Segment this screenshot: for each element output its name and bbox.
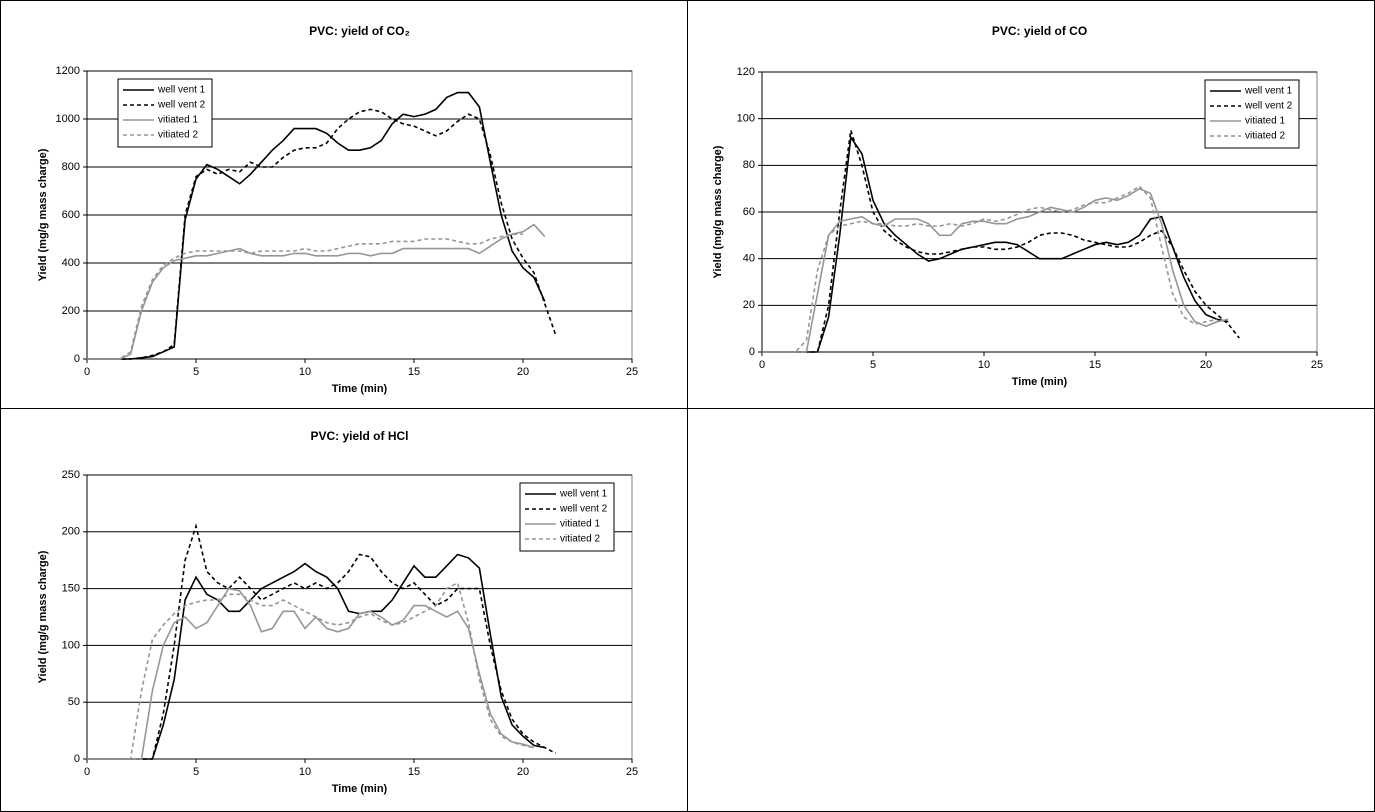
chart-title: PVC: yield of CO <box>992 24 1087 38</box>
series-line <box>762 187 1229 353</box>
legend-label: well vent 2 <box>559 504 608 515</box>
series-line <box>762 185 1218 353</box>
legend-label: vitiated 2 <box>158 130 198 141</box>
x-tick-label: 0 <box>84 766 90 778</box>
series-line <box>87 553 545 760</box>
y-tick-label: 150 <box>62 583 80 595</box>
y-tick-label: 120 <box>737 66 755 78</box>
y-tick-label: 400 <box>62 257 80 269</box>
x-axis-label: Time (min) <box>332 383 388 395</box>
x-tick-label: 25 <box>1311 359 1323 371</box>
x-tick-label: 10 <box>978 359 990 371</box>
y-tick-label: 40 <box>743 253 755 265</box>
x-tick-label: 15 <box>408 766 420 778</box>
x-tick-label: 10 <box>299 366 311 378</box>
y-tick-label: 200 <box>62 305 80 317</box>
legend-label: vitiated 1 <box>158 115 198 126</box>
x-tick-label: 20 <box>517 766 529 778</box>
y-tick-label: 1000 <box>56 113 80 125</box>
x-tick-label: 25 <box>626 366 638 378</box>
y-axis-label: Yield (mg/g mass charge) <box>37 550 49 683</box>
y-tick-label: 800 <box>62 161 80 173</box>
legend-label: well vent 1 <box>157 85 206 96</box>
series-line <box>87 523 557 760</box>
x-axis-label: Time (min) <box>332 783 388 795</box>
x-axis-label: Time (min) <box>1012 376 1068 388</box>
x-tick-label: 5 <box>193 766 199 778</box>
y-axis-label: Yield (mg/g mass charge) <box>712 145 724 278</box>
y-tick-label: 200 <box>62 526 80 538</box>
y-tick-label: 50 <box>68 696 80 708</box>
y-tick-label: 250 <box>62 469 80 481</box>
x-tick-label: 25 <box>626 766 638 778</box>
y-tick-label: 0 <box>74 753 80 765</box>
legend-label: well vent 1 <box>559 489 608 500</box>
x-tick-label: 10 <box>299 766 311 778</box>
legend-label: vitiated 2 <box>1245 131 1285 142</box>
y-tick-label: 0 <box>749 346 755 358</box>
legend-label: well vent 2 <box>1244 101 1293 112</box>
series-line <box>87 108 557 360</box>
series-line <box>87 223 546 360</box>
legend-label: vitiated 1 <box>560 519 600 530</box>
legend-label: vitiated 2 <box>560 534 600 545</box>
y-tick-label: 80 <box>743 159 755 171</box>
series-line <box>87 233 523 360</box>
y-tick-label: 1200 <box>56 65 80 77</box>
x-tick-label: 20 <box>517 366 529 378</box>
x-tick-label: 15 <box>408 366 420 378</box>
y-tick-label: 100 <box>737 113 755 125</box>
y-axis-label: Yield (mg/g mass charge) <box>37 148 49 281</box>
legend-label: well vent 1 <box>1244 86 1293 97</box>
y-tick-label: 0 <box>74 353 80 365</box>
y-tick-label: 60 <box>743 206 755 218</box>
chart-title: PVC: yield of CO₂ <box>309 24 410 38</box>
x-tick-label: 5 <box>870 359 876 371</box>
x-tick-label: 0 <box>84 366 90 378</box>
x-tick-label: 0 <box>759 359 765 371</box>
y-tick-label: 20 <box>743 299 755 311</box>
series-line <box>762 130 1240 353</box>
legend-label: well vent 2 <box>157 100 206 111</box>
series-line <box>87 587 535 760</box>
x-tick-label: 5 <box>193 366 199 378</box>
series-line <box>762 135 1229 353</box>
x-tick-label: 15 <box>1089 359 1101 371</box>
legend-label: vitiated 1 <box>1245 116 1285 127</box>
y-tick-label: 100 <box>62 639 80 651</box>
y-tick-label: 600 <box>62 209 80 221</box>
chart-title: PVC: yield of HCl <box>310 429 408 443</box>
x-tick-label: 20 <box>1200 359 1212 371</box>
